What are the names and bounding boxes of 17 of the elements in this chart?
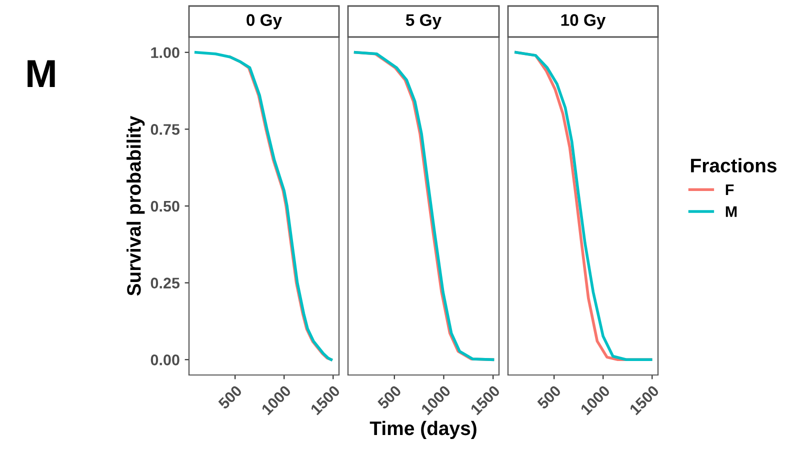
y-tick-label: 0.50: [150, 200, 180, 212]
x-tick-label: 500: [536, 384, 562, 410]
x-tick-label: 500: [218, 384, 243, 410]
y-tick-label: 0.25: [150, 278, 180, 289]
y-tick-label: 0.00: [150, 354, 180, 366]
legend-label: M: [726, 206, 737, 217]
chart-title: 5 Gy: [406, 14, 442, 30]
legend-label: F: [726, 184, 734, 195]
chart-title: 0 Gy: [246, 14, 282, 30]
y-tick-label: 0.75: [150, 124, 180, 135]
y-tick-label: 1.00: [151, 47, 180, 58]
x-axis-title: Time (days): [370, 420, 476, 440]
x-tick-label: 500: [376, 384, 402, 410]
y-axis-title: Survival probability: [126, 116, 145, 296]
legend-title: Fractions: [691, 158, 776, 172]
chart-title: 10 Gy: [561, 14, 606, 30]
text: M: [28, 60, 55, 88]
